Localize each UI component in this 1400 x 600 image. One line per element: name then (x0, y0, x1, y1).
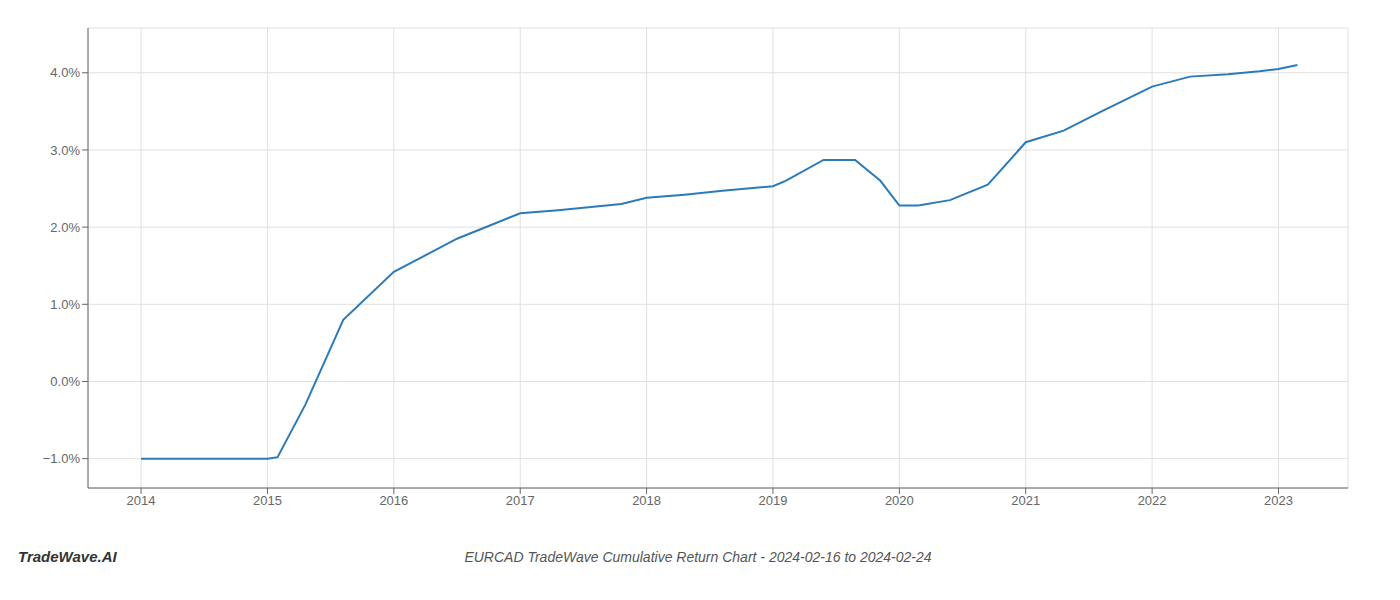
svg-text:2018: 2018 (632, 493, 661, 508)
svg-text:2022: 2022 (1138, 493, 1167, 508)
html-text:EURCAD TradeWave Cumulative Re: EURCAD TradeWave Cumulative Return Chart… (464, 549, 932, 565)
svg-text:2020: 2020 (885, 493, 914, 508)
svg-text:2.0%: 2.0% (50, 220, 80, 235)
svg-text:2014: 2014 (127, 493, 156, 508)
svg-text:2019: 2019 (759, 493, 788, 508)
svg-text:2016: 2016 (379, 493, 408, 508)
svg-text:2021: 2021 (1011, 493, 1040, 508)
svg-text:−1.0%: −1.0% (43, 451, 81, 466)
svg-text:1.0%: 1.0% (50, 297, 80, 312)
svg-text:2017: 2017 (506, 493, 535, 508)
svg-text:3.0%: 3.0% (50, 143, 80, 158)
svg-text:4.0%: 4.0% (50, 65, 80, 80)
svg-text:2023: 2023 (1264, 493, 1293, 508)
svg-text:0.0%: 0.0% (50, 374, 80, 389)
svg-text:2015: 2015 (253, 493, 282, 508)
html-text:TradeWave.AI: TradeWave.AI (18, 548, 117, 565)
